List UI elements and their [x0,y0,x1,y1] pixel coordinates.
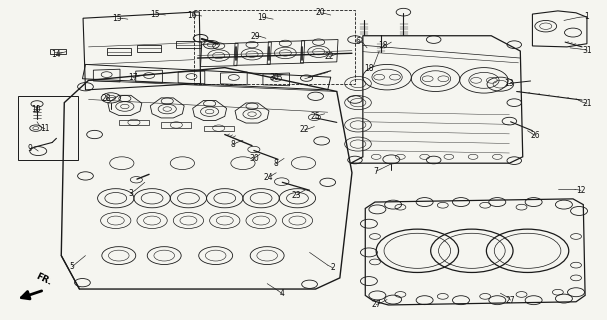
Text: 15: 15 [112,14,122,23]
Text: 16: 16 [187,11,197,20]
Text: 2: 2 [330,263,335,272]
Text: 5: 5 [70,262,75,271]
Text: 20: 20 [316,8,325,17]
Text: 14: 14 [52,50,61,59]
Text: 13: 13 [504,79,514,88]
Text: 21: 21 [582,99,592,108]
Text: 31: 31 [582,45,592,55]
Text: 11: 11 [40,124,50,133]
Text: 19: 19 [257,13,267,22]
Text: 27: 27 [371,300,381,309]
Text: 29: 29 [250,32,260,41]
Text: 4: 4 [280,289,285,298]
Text: 10: 10 [31,105,41,114]
Text: FR.: FR. [34,272,53,287]
Text: 15: 15 [151,10,160,19]
Text: 3: 3 [129,189,134,198]
Text: 8: 8 [231,140,236,149]
Text: 1: 1 [585,12,589,21]
Text: 22: 22 [300,125,310,134]
Text: 25: 25 [311,112,320,121]
Text: 26: 26 [530,131,540,140]
Text: 18: 18 [364,64,374,73]
Text: 17: 17 [128,73,138,82]
Text: 7: 7 [374,167,379,176]
Text: 24: 24 [263,173,273,182]
Text: 30: 30 [249,154,259,163]
Text: 23: 23 [291,190,301,200]
Text: 22: 22 [324,52,334,61]
Text: 30: 30 [270,73,279,82]
Text: 8: 8 [274,159,279,168]
Text: 18: 18 [379,41,388,51]
Text: 12: 12 [576,186,586,195]
Text: 6: 6 [356,37,361,46]
Text: 9: 9 [27,144,32,153]
Text: 27: 27 [506,296,515,305]
Bar [194,10,355,84]
Text: 28: 28 [102,94,112,103]
Bar [18,96,78,160]
